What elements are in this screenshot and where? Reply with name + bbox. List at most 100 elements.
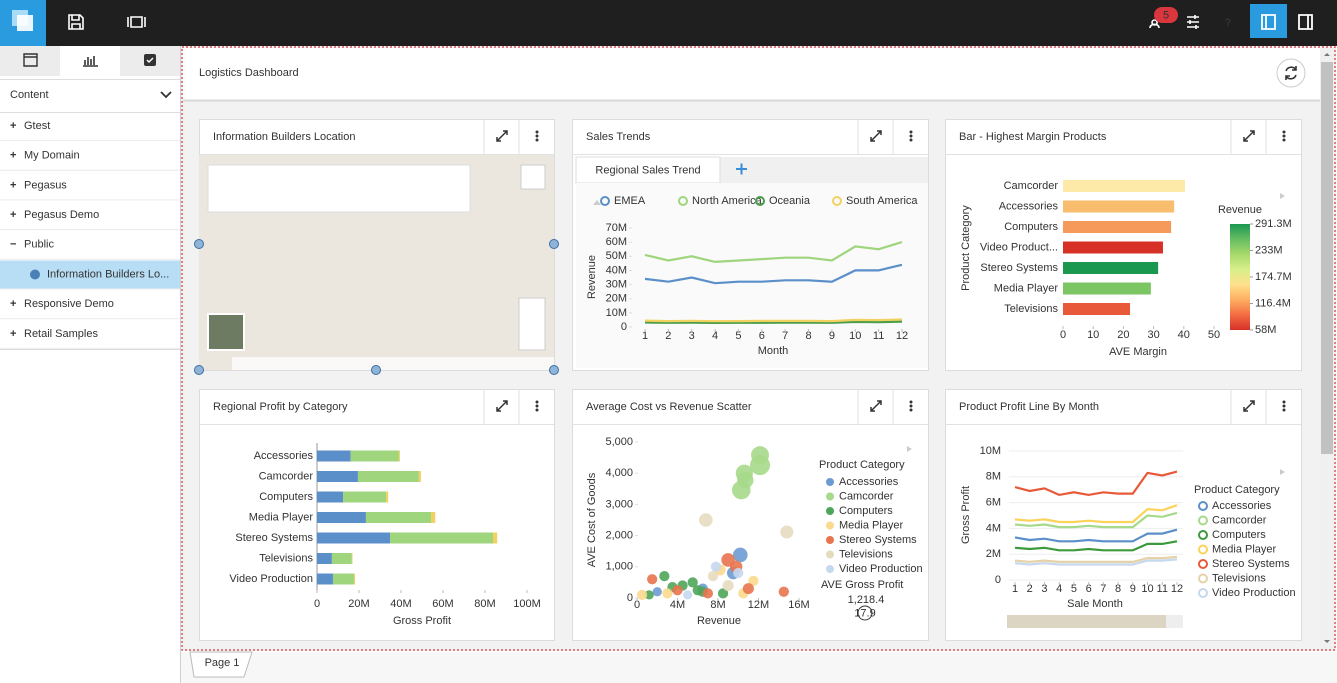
menu-dot[interactable] — [535, 400, 539, 404]
category-label: Computers — [259, 491, 313, 503]
tab-icon-chart[interactable] — [83, 56, 98, 67]
sidebar-tab-active[interactable] — [60, 46, 120, 76]
layout-icon[interactable] — [127, 16, 146, 28]
resize-handle[interactable] — [549, 239, 559, 249]
tree-item[interactable]: Retail Samples — [24, 328, 98, 340]
x-tick-label: 12 — [1171, 583, 1183, 595]
bar — [1063, 241, 1163, 254]
add-tab[interactable] — [736, 163, 747, 175]
scatter-point — [778, 586, 789, 597]
menu-dot[interactable] — [909, 134, 913, 138]
tree-item[interactable]: Information Builders Lo... — [47, 268, 169, 280]
y-tick-label: 60M — [606, 236, 627, 248]
tree-item[interactable]: Responsive Demo — [24, 298, 114, 310]
color-scale-label: 116.4M — [1255, 297, 1291, 309]
chart-tab[interactable] — [575, 156, 721, 184]
section-title[interactable]: Content — [10, 89, 49, 101]
x-tick-label: 60M — [432, 598, 453, 610]
y-tick-label: 5,000 — [605, 436, 633, 448]
scatter-point — [692, 585, 703, 596]
save-icon[interactable] — [68, 14, 84, 30]
x-tick-label: 0 — [634, 599, 640, 611]
scatter-point — [699, 513, 713, 527]
x-tick-label: 8M — [710, 599, 725, 611]
help-icon[interactable]: ? — [1225, 17, 1232, 29]
scatter-point — [636, 589, 648, 601]
menu-dot[interactable] — [1282, 134, 1286, 138]
legend-marker — [1198, 515, 1208, 526]
legend-marker — [826, 565, 834, 573]
expand-button[interactable] — [870, 400, 882, 412]
badge — [1154, 7, 1178, 23]
size-legend-title: AVE Gross Profit — [821, 579, 903, 591]
page-tab[interactable] — [189, 651, 253, 678]
tree-item[interactable]: Pegasus Demo — [24, 209, 99, 221]
tab-icon-page[interactable] — [23, 53, 38, 67]
menu-dot[interactable] — [909, 400, 913, 404]
tree-item[interactable]: My Domain — [24, 150, 80, 162]
tree-item[interactable]: Public — [24, 239, 54, 251]
tree-item[interactable]: Pegasus — [24, 179, 67, 191]
menu-dot[interactable] — [909, 138, 913, 142]
menu-dot[interactable] — [909, 130, 913, 134]
bar-segment — [398, 450, 400, 462]
street-view[interactable] — [520, 164, 546, 190]
resize-handle[interactable] — [371, 365, 381, 375]
resize-handle[interactable] — [549, 365, 559, 375]
menu-dot[interactable] — [535, 138, 539, 142]
globe-icon — [30, 269, 40, 280]
bar-segment — [317, 532, 391, 544]
x-tick-label: 11 — [1157, 583, 1168, 595]
range-slider-window[interactable] — [1007, 615, 1166, 628]
expand-button[interactable] — [1243, 400, 1255, 412]
y-tick-label: 40M — [606, 264, 627, 276]
category-label: Video Production — [229, 573, 313, 585]
x-axis-label: AVE Margin — [1109, 346, 1167, 358]
x-tick-label: 0 — [314, 598, 320, 610]
menu-dot[interactable] — [909, 408, 913, 412]
legend-label: Stereo Systems — [839, 534, 917, 546]
category-label: Televisions — [259, 552, 313, 564]
x-tick-label: 2 — [665, 330, 671, 342]
settings-icon[interactable] — [1187, 15, 1199, 29]
series-line — [1014, 511, 1178, 529]
tree-marker: + — [10, 179, 16, 191]
menu-dot[interactable] — [909, 404, 913, 408]
satellite-thumb[interactable] — [207, 313, 245, 351]
x-tick-label: 8 — [1115, 583, 1121, 595]
panel-right-icon[interactable] — [1298, 14, 1313, 30]
people-icon[interactable] — [1149, 19, 1160, 29]
panel-title: Sales Trends — [586, 131, 651, 143]
bar-segment — [350, 450, 399, 462]
scatter-point — [672, 585, 683, 596]
y-tick-label: 0 — [621, 321, 627, 333]
resize-handle[interactable] — [194, 239, 204, 249]
legend-marker — [826, 521, 834, 530]
menu-dot[interactable] — [535, 130, 539, 134]
expand-button[interactable] — [496, 130, 508, 142]
resize-handle[interactable] — [194, 365, 204, 375]
menu-dot[interactable] — [1282, 130, 1286, 134]
menu-dot[interactable] — [535, 408, 539, 412]
expand-button[interactable] — [1243, 130, 1255, 142]
menu-dot[interactable] — [1282, 404, 1286, 408]
menu-dot[interactable] — [1282, 400, 1286, 404]
expand-button[interactable] — [496, 400, 508, 412]
y-tick-label: 70M — [606, 222, 627, 234]
color-scale-label: 291.3M — [1255, 218, 1292, 230]
tree-item[interactable]: Gtest — [24, 120, 50, 132]
y-tick-label: 4,000 — [605, 467, 633, 479]
expand-button[interactable] — [870, 130, 882, 142]
tree-marker: + — [10, 328, 16, 340]
menu-dot[interactable] — [535, 134, 539, 138]
refresh-button[interactable] — [1276, 58, 1306, 88]
menu-dot[interactable] — [1282, 138, 1286, 142]
bar-segment — [317, 573, 333, 585]
x-tick-label: 40 — [1178, 329, 1190, 341]
y-tick-label: 4M — [986, 522, 1001, 534]
menu-dot[interactable] — [535, 404, 539, 408]
menu-dot[interactable] — [1282, 408, 1286, 412]
x-tick-label: 1 — [1012, 583, 1018, 595]
panel-toggle[interactable] — [1250, 4, 1287, 38]
scroll-thumb[interactable] — [1321, 62, 1333, 454]
